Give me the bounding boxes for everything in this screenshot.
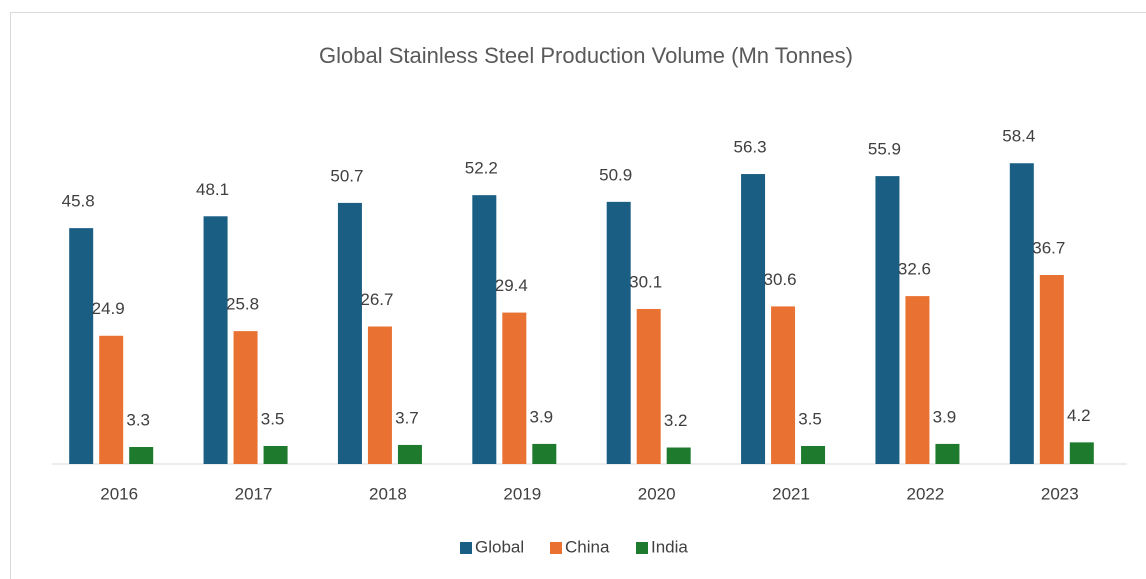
data-label: 3.5	[798, 409, 822, 428]
bar	[741, 174, 766, 464]
data-label: 25.8	[226, 295, 259, 314]
chart-title: Global Stainless Steel Production Volume…	[319, 43, 853, 68]
bar	[1069, 442, 1094, 464]
legend-swatch	[636, 542, 648, 554]
bar	[606, 201, 631, 465]
bar	[502, 312, 527, 464]
bar	[935, 443, 960, 464]
bar	[397, 444, 422, 464]
bar	[203, 216, 228, 464]
bar	[532, 443, 557, 464]
bar	[1039, 274, 1064, 464]
data-label: 50.7	[330, 166, 363, 185]
data-label: 50.9	[599, 165, 632, 184]
legend-swatch	[460, 542, 472, 554]
bar	[771, 306, 796, 464]
bar	[801, 445, 826, 464]
bar	[337, 202, 362, 464]
data-label: 4.2	[1067, 406, 1091, 425]
legend-label: Global	[475, 537, 524, 556]
x-tick-label: 2019	[503, 484, 541, 503]
bar	[99, 335, 124, 464]
data-label: 30.6	[764, 270, 797, 289]
bar	[472, 195, 497, 465]
x-tick-label: 2022	[907, 484, 945, 503]
x-tick-label: 2016	[100, 484, 138, 503]
data-label: 36.7	[1032, 238, 1065, 257]
data-label: 26.7	[360, 290, 393, 309]
data-label: 3.3	[126, 410, 150, 429]
data-label: 3.5	[261, 409, 285, 428]
data-label: 58.4	[1002, 127, 1035, 146]
data-label: 29.4	[495, 276, 528, 295]
chart-border	[10, 12, 1146, 579]
x-tick-label: 2021	[772, 484, 810, 503]
bar	[1009, 163, 1034, 465]
data-label: 30.1	[629, 272, 662, 291]
bar	[129, 447, 154, 464]
bar	[875, 176, 900, 465]
data-label: 3.7	[395, 408, 419, 427]
x-tick-label: 2020	[638, 484, 676, 503]
bar	[69, 228, 94, 464]
bar	[263, 445, 288, 464]
data-label: 24.9	[92, 299, 125, 318]
data-label: 55.9	[868, 140, 901, 159]
x-tick-label: 2023	[1041, 484, 1079, 503]
data-label: 3.2	[664, 411, 688, 430]
data-label: 3.9	[529, 407, 553, 426]
x-tick-label: 2017	[235, 484, 273, 503]
bar	[367, 326, 392, 464]
data-label: 52.2	[465, 159, 498, 178]
data-label: 3.9	[933, 407, 957, 426]
x-tick-label: 2018	[369, 484, 407, 503]
data-label: 56.3	[734, 138, 767, 157]
legend-label: India	[651, 537, 688, 556]
bar	[666, 447, 691, 464]
data-label: 48.1	[196, 180, 229, 199]
data-label: 45.8	[62, 192, 95, 211]
legend-label: China	[565, 537, 610, 556]
bar	[905, 296, 930, 464]
legend-swatch	[550, 542, 562, 554]
bar	[233, 331, 258, 464]
bar	[636, 308, 661, 464]
data-label: 32.6	[898, 260, 931, 279]
